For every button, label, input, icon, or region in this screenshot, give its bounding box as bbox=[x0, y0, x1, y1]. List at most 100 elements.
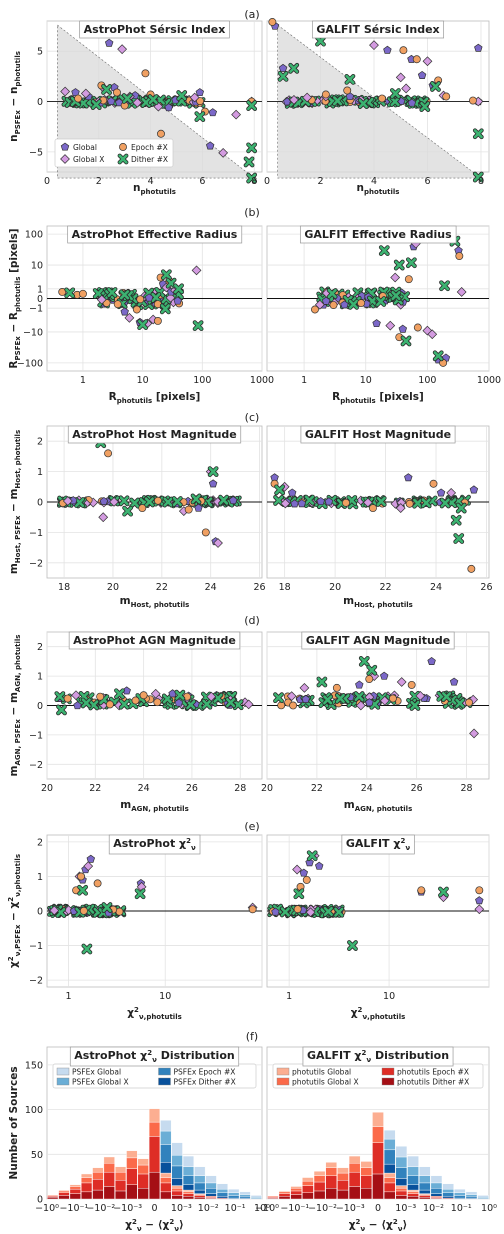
label-part-main: n bbox=[357, 182, 364, 194]
hist-bar bbox=[171, 1142, 183, 1156]
marker-epoch bbox=[132, 305, 141, 314]
label-part-sub: Host, photutils bbox=[354, 601, 413, 609]
title-box bbox=[302, 1046, 454, 1067]
label-part-main: m bbox=[8, 765, 20, 776]
marker-global bbox=[407, 98, 417, 107]
subplot-a-2: 0 2 4 6 8 nphotutils GALFIT Sérsic Index bbox=[264, 18, 490, 196]
x-tick-label: 24 bbox=[430, 582, 442, 593]
hist-legend: PSFEx Global PSFEx Epoch #X PSFEx Global X… bbox=[52, 1063, 257, 1089]
marker-dither bbox=[81, 943, 93, 955]
x-tick-label: 18 bbox=[279, 582, 291, 593]
hist-bar bbox=[383, 1182, 396, 1193]
legend-label: photutils Global X bbox=[292, 1078, 359, 1087]
hist-bar bbox=[205, 1175, 217, 1184]
marker-dither-stroke bbox=[370, 699, 380, 709]
marker-dither-stroke bbox=[219, 495, 229, 505]
hist-bar bbox=[290, 1186, 302, 1189]
label-part-sub: ν,PSFEx bbox=[14, 924, 22, 956]
label-part-main: m bbox=[120, 595, 131, 607]
hist-bar bbox=[81, 1177, 93, 1184]
x-tick-label: 10⁻¹ bbox=[225, 1203, 246, 1214]
marker-dither-stroke bbox=[247, 143, 257, 153]
marker-dither bbox=[357, 98, 369, 109]
hist-bar bbox=[228, 1188, 240, 1193]
subplot-title-text: AstroPhot Sérsic Index bbox=[84, 23, 226, 36]
hist-bar bbox=[348, 1171, 361, 1187]
label-part-sub: ν bbox=[405, 844, 410, 852]
subplot-title-text: GALFIT Effective Radius bbox=[304, 228, 452, 241]
marker-dither-stroke bbox=[166, 278, 176, 288]
x-tick-label: −10⁻¹ bbox=[59, 1203, 88, 1214]
subplot-title-text: GALFIT χ2ν Distribution bbox=[307, 1049, 449, 1064]
hist-bar bbox=[395, 1188, 408, 1192]
marker-epoch bbox=[412, 55, 421, 64]
marker-epoch bbox=[79, 906, 88, 915]
marker-global bbox=[120, 307, 129, 316]
label-part-sub: AGN, PSFEx bbox=[14, 719, 22, 766]
marker-dither-stroke bbox=[304, 495, 315, 505]
hist-bar bbox=[278, 1190, 291, 1193]
marker-dither-stroke bbox=[359, 656, 369, 667]
x-axis-label: nphotutils bbox=[357, 182, 400, 196]
marker-global-x bbox=[62, 496, 73, 506]
hist-bar bbox=[454, 1195, 466, 1199]
label-part-main: χ bbox=[349, 1219, 356, 1231]
hist-bar bbox=[360, 1167, 373, 1176]
hist-bar bbox=[465, 1194, 478, 1197]
marker-dither bbox=[144, 496, 155, 508]
marker-global bbox=[372, 319, 381, 328]
x-axis-label: mHost, photutils bbox=[120, 595, 190, 609]
subplot-title-text: GALFIT χ2ν bbox=[346, 837, 410, 852]
hist-bar bbox=[313, 1190, 326, 1200]
marker-dither bbox=[190, 493, 202, 505]
marker-global bbox=[404, 473, 413, 482]
marker-epoch bbox=[321, 90, 330, 99]
y-tick-label: 100 bbox=[25, 230, 43, 241]
x-tick-label: 1000 bbox=[477, 375, 501, 386]
marker-global-x bbox=[395, 72, 406, 83]
legend-swatch bbox=[381, 1077, 395, 1086]
marker-epoch bbox=[78, 289, 87, 298]
legend-swatch bbox=[56, 1077, 70, 1086]
hist-bar bbox=[325, 1167, 338, 1176]
marker-epoch bbox=[201, 528, 210, 537]
marker-dither-stroke bbox=[173, 284, 184, 294]
legend-label: PSFEx Dither #X bbox=[174, 1078, 236, 1087]
marker-epoch bbox=[268, 18, 277, 26]
marker-dither-stroke bbox=[455, 698, 465, 708]
x-tick-label: 100 bbox=[418, 375, 436, 386]
label-part-main: R bbox=[332, 391, 340, 403]
marker-epoch bbox=[365, 675, 374, 683]
subplot-title-text: AstroPhot Effective Radius bbox=[72, 228, 238, 241]
label-part-sub: ν bbox=[366, 1056, 371, 1064]
marker-dither bbox=[246, 100, 258, 111]
marker-global-x bbox=[98, 512, 109, 523]
marker-dither-stroke bbox=[323, 695, 333, 705]
marker-dither bbox=[212, 692, 224, 704]
marker-dither bbox=[174, 689, 186, 701]
marker-dither bbox=[400, 335, 412, 347]
marker-dither-stroke bbox=[391, 290, 401, 301]
marker-dither bbox=[453, 533, 465, 544]
y-axis-label: mAGN, PSFEx − mAGN, photutils bbox=[8, 635, 22, 777]
marker-global-x bbox=[117, 44, 128, 55]
marker-dither bbox=[288, 62, 300, 74]
hist-bar bbox=[182, 1155, 195, 1168]
marker-epoch bbox=[442, 92, 451, 101]
y-tick-label: −5 bbox=[29, 147, 43, 158]
hist-bar bbox=[160, 1144, 172, 1163]
legend-label: PSFEx Epoch #X bbox=[174, 1068, 236, 1077]
legend-label: Epoch #X bbox=[131, 143, 168, 152]
hist-bar bbox=[337, 1180, 349, 1191]
hist-bar bbox=[182, 1196, 195, 1200]
hist-bar bbox=[114, 1180, 127, 1192]
y-tick-label: −10 bbox=[23, 327, 43, 338]
subplot-title-text: GALFIT Host Magnitude bbox=[305, 428, 451, 441]
marker-dither-stroke bbox=[273, 495, 284, 506]
marker-dither-stroke bbox=[347, 940, 358, 951]
hist-bar bbox=[325, 1162, 338, 1168]
marker-dither-stroke bbox=[65, 288, 75, 298]
hist-bar bbox=[137, 1188, 149, 1200]
hist-bar bbox=[395, 1195, 408, 1200]
